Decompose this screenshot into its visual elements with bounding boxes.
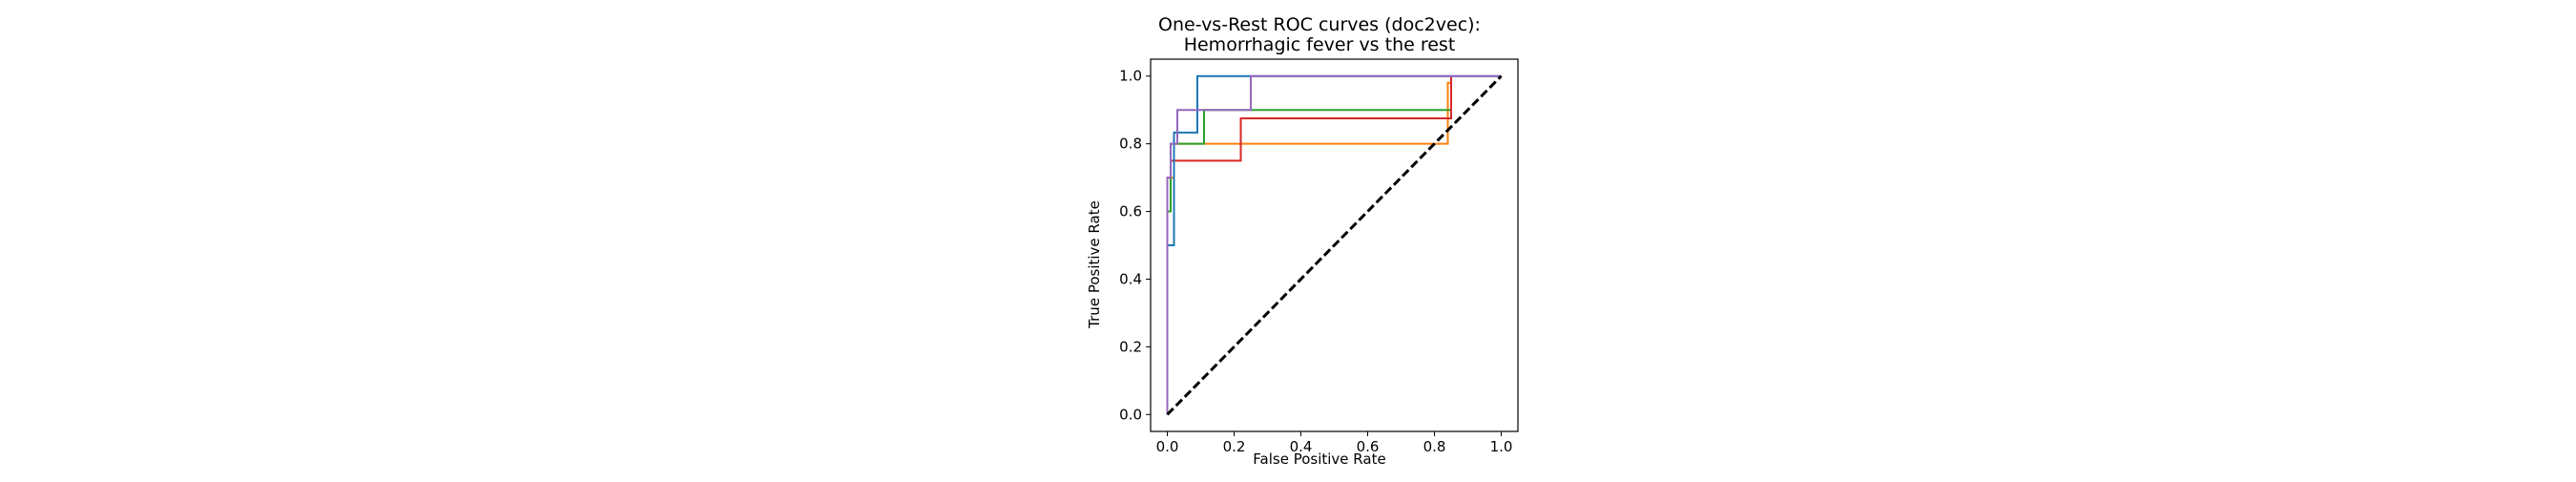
x-tick-label: 1.0 <box>1490 438 1513 455</box>
roc-curve-1 <box>1166 75 1452 415</box>
chart-title: One-vs-Rest ROC curves (doc2vec): <box>1158 14 1481 35</box>
roc-curve-5 <box>1166 74 1502 415</box>
y-tick-label: 0.8 <box>1119 136 1142 153</box>
y-axis-label: True Positive Rate <box>1086 200 1103 329</box>
x-tick-label: 0.2 <box>1223 438 1246 455</box>
chance-diagonal-line <box>1166 74 1503 416</box>
roc-curve-2 <box>1166 75 1452 415</box>
plot-frame <box>1150 58 1519 432</box>
y-tick-label: 0.2 <box>1119 338 1142 355</box>
plot-marks: 0.0 0.2 0.4 0.6 0.8 1.0 0.0 0.2 0.4 0.6 0.8 1.0 <box>1119 58 1519 455</box>
y-tick-label: 1.0 <box>1119 68 1142 85</box>
chart-subtitle: Hemorrhagic fever vs the rest <box>1184 34 1456 55</box>
y-tick-label: 0.0 <box>1119 406 1142 423</box>
x-tick-label: 0.4 <box>1290 438 1313 455</box>
y-tick-label: 0.4 <box>1119 270 1142 287</box>
x-tick-label: 0.8 <box>1423 438 1446 455</box>
roc-curve-3 <box>1166 75 1452 415</box>
y-tick-label: 0.6 <box>1119 203 1142 220</box>
x-axis-label: False Positive Rate <box>1253 451 1385 468</box>
x-tick-label: 0.0 <box>1156 438 1179 455</box>
roc-curve-4 <box>1166 74 1502 415</box>
x-tick-label: 0.6 <box>1357 438 1380 455</box>
